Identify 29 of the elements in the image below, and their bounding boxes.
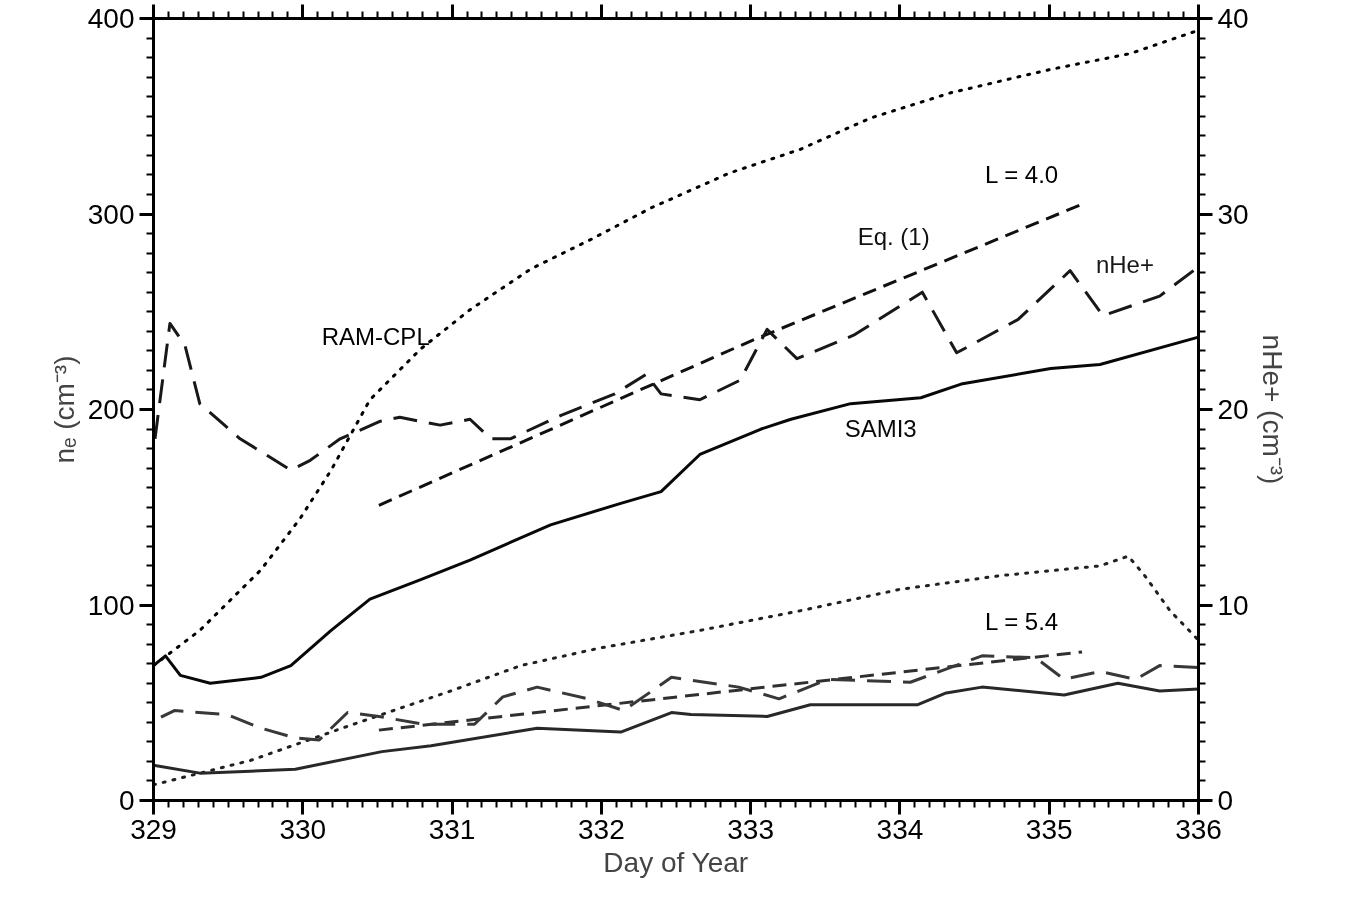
series-label: SAMI3 <box>844 415 917 443</box>
y2-tick-label: 20 <box>1217 394 1249 425</box>
x-tick-label: 335 <box>1025 813 1073 845</box>
y-tick-label: 200 <box>87 394 135 425</box>
line-series <box>159 654 1199 742</box>
x-tick-label: 336 <box>1175 813 1222 845</box>
y2-axis-title: nHe+ (cm⁻³) <box>1256 334 1288 485</box>
series-label: RAM-CPL <box>321 323 430 351</box>
series-label: nHe+ <box>1095 251 1154 279</box>
y2-tick-label: 30 <box>1217 198 1249 230</box>
x-tick-label: 333 <box>727 813 774 845</box>
y2-tick-label: 0 <box>1217 785 1234 816</box>
x-tick-label: 330 <box>279 813 327 845</box>
line-series <box>153 554 1199 787</box>
x-tick-label: 332 <box>578 813 625 845</box>
y-tick-label: 300 <box>87 198 135 230</box>
y-axis-title: nₑ (cm⁻³) <box>48 355 80 464</box>
y2-tick-label: 10 <box>1217 589 1249 621</box>
x-tick-label: 334 <box>876 813 924 845</box>
x-tick-label: 329 <box>130 813 177 845</box>
y-tick-label: 400 <box>87 3 135 34</box>
annotation: L = 5.4 <box>985 608 1059 636</box>
x-axis-title: Day of Year <box>603 846 749 878</box>
series-label: Eq. (1) <box>857 222 930 250</box>
x-tick-label: 331 <box>428 813 476 845</box>
y2-tick-label: 40 <box>1217 3 1249 34</box>
annotation: L = 4.0 <box>985 160 1059 188</box>
y-tick-label: 100 <box>87 589 135 621</box>
y-tick-label: 0 <box>118 785 135 816</box>
